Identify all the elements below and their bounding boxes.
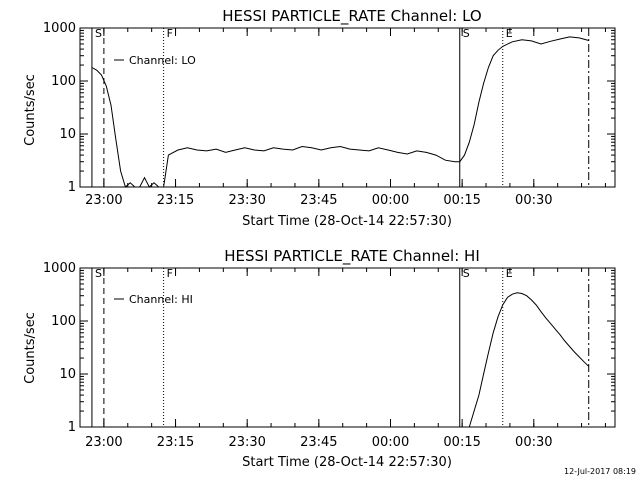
hi-plot-frame: [79, 267, 616, 428]
hi-y-tick-label: 100: [51, 314, 76, 329]
hi-y-tick-label: 10: [59, 367, 76, 382]
lo-y-tick-label: 10: [59, 127, 76, 142]
lo-x-axis-label: Start Time (28-Oct-14 22:57:30): [242, 214, 452, 229]
lo-channel-panel: HESSI PARTICLE_RATE Channel: LO Counts/s…: [23, 7, 616, 229]
lo-x-tick-label: 23:30: [228, 193, 265, 208]
hi-x-tick-label: 23:00: [85, 435, 122, 450]
lo-y-tick-label: 100: [51, 74, 76, 89]
lo-marker-label: F: [167, 27, 173, 40]
hi-marker-label: S: [95, 267, 102, 280]
lo-legend-label: Channel: LO: [129, 54, 196, 67]
hi-rate-series-line: [468, 292, 590, 428]
lo-y-tick-label: 1: [68, 180, 76, 195]
hi-x-tick-label: 00:00: [372, 435, 409, 450]
hi-y-axis-label: Counts/sec: [23, 312, 38, 384]
lo-marker-label: E: [506, 27, 513, 40]
lo-marker-label: S: [463, 27, 470, 40]
lo-x-tick-label: 23:15: [157, 193, 194, 208]
hi-x-tick-label: 23:30: [228, 435, 265, 450]
hi-x-tick-label: 00:30: [515, 435, 552, 450]
lo-x-tick-label: 23:45: [300, 193, 337, 208]
hi-x-tick-label: 23:15: [157, 435, 194, 450]
hi-marker-label: F: [167, 267, 173, 280]
lo-x-tick-label: 00:30: [515, 193, 552, 208]
hi-x-axis-label: Start Time (28-Oct-14 22:57:30): [242, 455, 452, 470]
hi-marker-label: S: [463, 267, 470, 280]
lo-x-tick-label: 00:00: [372, 193, 409, 208]
hi-marker-label: E: [506, 267, 513, 280]
hi-legend-label: Channel: HI: [129, 293, 193, 306]
hi-x-tick-label: 23:45: [300, 435, 337, 450]
lo-y-axis-label: Counts/sec: [23, 74, 38, 146]
lo-marker-label: S: [95, 27, 102, 40]
hi-y-tick-label: 1000: [43, 261, 76, 276]
lo-rate-series-line: [91, 36, 589, 188]
hi-chart-title: HESSI PARTICLE_RATE Channel: HI: [224, 247, 480, 266]
hi-channel-panel: HESSI PARTICLE_RATE Channel: HI Counts/s…: [23, 247, 616, 470]
lo-x-tick-label: 23:00: [85, 193, 122, 208]
lo-chart-title: HESSI PARTICLE_RATE Channel: LO: [222, 7, 481, 26]
lo-y-tick-label: 1000: [43, 21, 76, 36]
hi-x-tick-label: 00:15: [443, 435, 480, 450]
hi-y-tick-label: 1: [68, 420, 76, 435]
generation-timestamp: 12-Jul-2017 08:19: [564, 467, 636, 476]
lo-plot-frame: [79, 27, 616, 188]
lo-x-tick-label: 00:15: [443, 193, 480, 208]
